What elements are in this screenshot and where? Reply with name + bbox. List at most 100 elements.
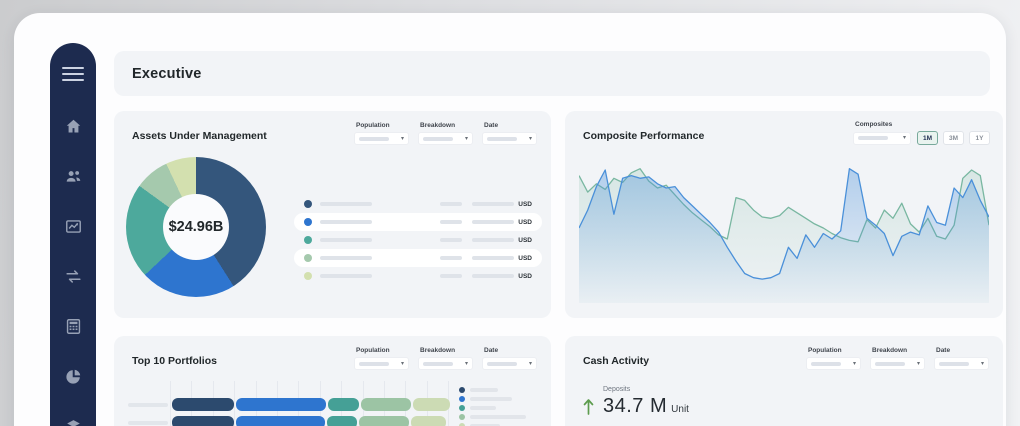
filter-label: Population xyxy=(356,347,390,354)
chevron-down-icon: ▾ xyxy=(902,135,906,141)
aum-donut-chart[interactable]: $24.96B xyxy=(126,157,266,297)
chevron-down-icon: ▾ xyxy=(464,135,468,142)
legend-value-placeholder xyxy=(472,238,515,242)
sidebar-item-transactions[interactable] xyxy=(63,267,83,287)
date-select[interactable]: ▾ xyxy=(482,132,537,145)
aum-card-title: Assets Under Management xyxy=(132,130,267,142)
legend-name-placeholder xyxy=(320,202,372,206)
legend-name-placeholder xyxy=(320,274,372,278)
layers-icon xyxy=(66,420,80,426)
composites-select[interactable]: ▾ xyxy=(853,131,911,145)
bar-segment xyxy=(359,416,410,426)
card-composite-performance: Composite Performance Composites ▾ 1M 3M 1… xyxy=(565,111,1003,318)
population-select[interactable]: ▾ xyxy=(354,132,409,145)
card-assets-under-management: Assets Under Management Population ▾ Break… xyxy=(114,111,551,318)
sidebar-item-home[interactable] xyxy=(63,117,83,137)
legend-label-placeholder xyxy=(470,387,498,392)
chevron-down-icon: ▾ xyxy=(464,360,468,367)
row-label-placeholder xyxy=(128,420,168,425)
sidebar-item-performance[interactable] xyxy=(63,217,83,237)
aum-legend-row[interactable]: USD xyxy=(294,213,542,231)
population-select[interactable]: ▾ xyxy=(354,357,409,370)
filter-date: Date ▾ xyxy=(482,347,537,370)
legend-dot xyxy=(304,200,312,208)
select-placeholder xyxy=(423,361,453,366)
bar-segment xyxy=(412,398,451,411)
composite-controls: Composites ▾ 1M 3M 1Y xyxy=(853,121,990,145)
legend-dot xyxy=(459,395,465,402)
date-select[interactable]: ▾ xyxy=(934,357,989,370)
legend-currency: USD xyxy=(518,236,532,244)
top10-legend xyxy=(459,385,547,426)
aum-legend-row[interactable]: USD xyxy=(294,195,542,213)
range-button-1y[interactable]: 1Y xyxy=(969,131,990,145)
portfolio-bar-row[interactable] xyxy=(128,416,551,426)
range-button-3m[interactable]: 3M xyxy=(943,131,964,145)
deposits-value: 34.7 M xyxy=(603,395,668,417)
legend-value-placeholder xyxy=(472,220,515,224)
filter-population: Population ▾ xyxy=(806,347,861,370)
arrow-up-icon xyxy=(583,399,594,415)
filter-date: Date ▾ xyxy=(482,122,537,145)
composite-card-title: Composite Performance xyxy=(583,130,705,142)
portfolio-bar-row[interactable] xyxy=(128,398,551,411)
population-select[interactable]: ▾ xyxy=(806,357,861,370)
legend-value-placeholder xyxy=(440,220,463,224)
sidebar-item-accounting[interactable] xyxy=(63,317,83,337)
select-placeholder xyxy=(811,361,841,366)
legend-label-placeholder xyxy=(470,396,512,401)
date-select[interactable]: ▾ xyxy=(482,357,537,370)
legend-dot xyxy=(459,422,465,426)
legend-currency: USD xyxy=(518,218,532,226)
breakdown-select[interactable]: ▾ xyxy=(870,357,925,370)
filter-population: Population ▾ xyxy=(354,122,409,145)
blue-composite-line xyxy=(579,168,989,280)
sidebar-item-allocation[interactable] xyxy=(63,367,83,387)
filter-breakdown: Breakdown ▾ xyxy=(418,122,473,145)
bar-segment xyxy=(326,416,358,426)
aum-legend-row[interactable]: USD xyxy=(294,231,542,249)
legend-name-placeholder xyxy=(320,238,372,242)
aum-legend-row[interactable]: USD xyxy=(294,249,542,267)
legend-dot xyxy=(459,413,465,420)
cash-card-title: Cash Activity xyxy=(583,355,650,367)
page-title: Executive xyxy=(132,65,202,82)
select-placeholder xyxy=(939,361,969,366)
legend-dot xyxy=(459,404,465,411)
legend-value-placeholder xyxy=(472,256,515,260)
legend-currency: USD xyxy=(518,272,532,280)
aum-legend: USD USD USD USD USD xyxy=(294,195,542,285)
breakdown-select[interactable]: ▾ xyxy=(418,132,473,145)
bar-segment xyxy=(328,398,359,411)
filter-label: Breakdown xyxy=(420,122,456,129)
composite-area-chart[interactable] xyxy=(579,155,989,303)
legend-value-placeholder xyxy=(440,202,463,206)
aum-total-value: $24.96B xyxy=(168,219,224,235)
filter-breakdown: Breakdown ▾ xyxy=(870,347,925,370)
range-button-1m[interactable]: 1M xyxy=(917,131,938,145)
legend-name-placeholder xyxy=(320,256,372,260)
sidebar-item-clients[interactable] xyxy=(63,167,83,187)
select-placeholder xyxy=(487,136,517,141)
sidebar-item-holdings[interactable] xyxy=(63,417,83,426)
row-label-placeholder xyxy=(128,402,168,407)
filter-label: Population xyxy=(356,122,390,129)
composites-filter-label: Composites xyxy=(855,121,893,128)
chevron-down-icon: ▾ xyxy=(400,135,404,142)
bar-segment xyxy=(411,416,446,426)
bar-segment xyxy=(236,416,325,426)
top10-filters: Population ▾ Breakdown ▾ Date ▾ xyxy=(354,347,537,370)
aum-legend-row[interactable]: USD xyxy=(294,267,542,285)
line-chart-icon xyxy=(65,220,81,233)
calculator-icon xyxy=(66,319,80,334)
cash-filters: Population ▾ Breakdown ▾ Date ▾ xyxy=(806,347,989,370)
chevron-down-icon: ▾ xyxy=(400,360,404,367)
breakdown-select[interactable]: ▾ xyxy=(418,357,473,370)
bar-segment xyxy=(172,416,235,426)
legend-label-placeholder xyxy=(470,414,526,419)
menu-icon[interactable] xyxy=(62,63,84,85)
top10-legend-item xyxy=(459,421,547,426)
legend-currency: USD xyxy=(518,200,532,208)
top10-legend-item xyxy=(459,403,547,412)
top10-bar-chart[interactable] xyxy=(128,398,551,426)
